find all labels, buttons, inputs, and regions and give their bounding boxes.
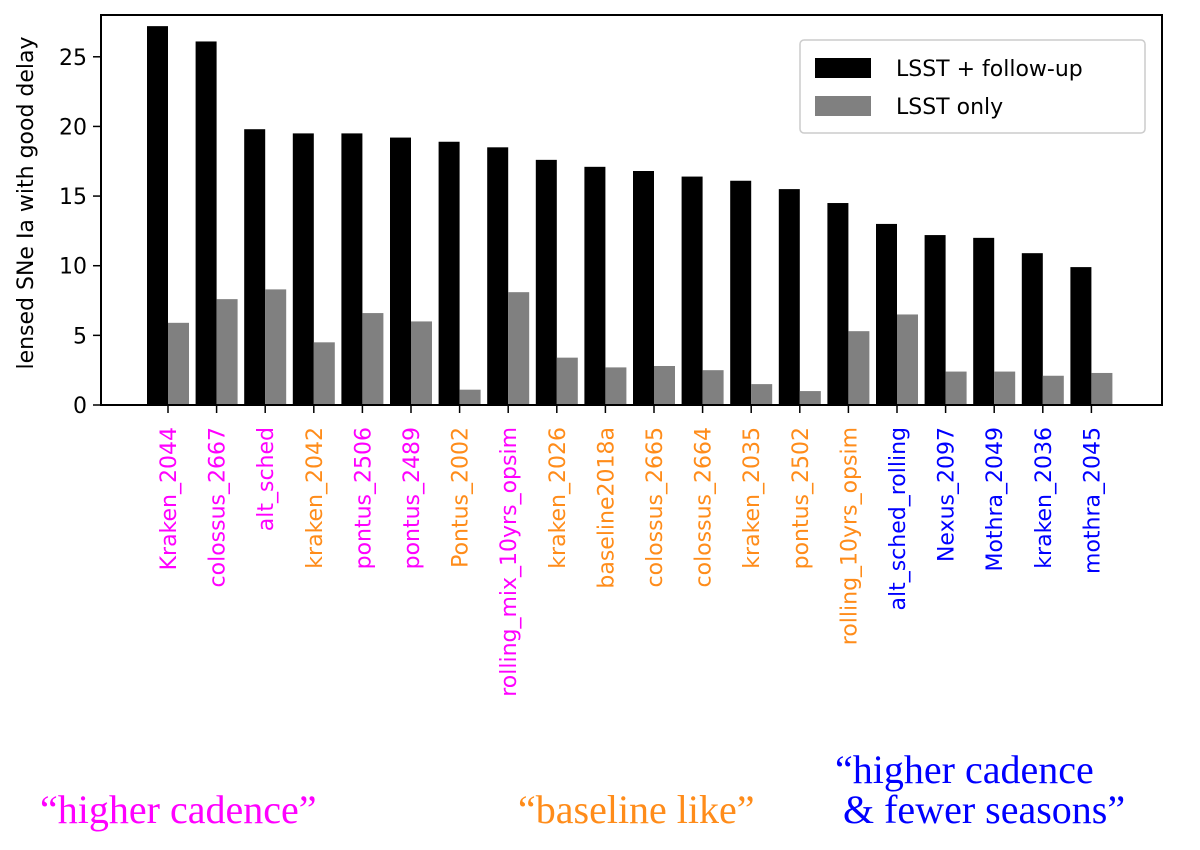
axes-frame [100,14,1163,406]
x-tick-label-pontus_2489: pontus_2489 [400,427,425,569]
bar-lsst-follow-up-alt_sched_rolling [876,223,897,405]
x-tick-label-baseline2018a: baseline2018a [594,427,619,589]
bar-lsst-only-alt_sched_rolling [897,314,918,405]
bar-lsst-only-Pontus_2002 [459,389,481,405]
x-tick-label-kraken_2036: kraken_2036 [1032,427,1057,569]
x-tick-label-rolling_mix_10yrs_opsim: rolling_mix_10yrs_opsim [497,427,522,697]
x-tick-label-colossus_2664: colossus_2664 [692,427,717,587]
bar-lsst-only-rolling_10yrs_opsim [848,331,870,405]
bar-lsst-follow-up-Nexus_2097 [924,235,946,405]
x-tick-label-kraken_2042: kraken_2042 [303,427,328,569]
bar-lsst-only-colossus_2665 [654,366,675,405]
x-tick-label-mothra_2045: mothra_2045 [1080,427,1105,574]
bar-lsst-only-pontus_2489 [411,321,432,405]
bar-lsst-only-Kraken_2044 [168,322,189,405]
y-tick-label-10: 10 [59,255,87,280]
bar-lsst-follow-up-kraken_2042 [292,133,314,405]
group-label-higher-cadence-fewer-seasons-line1: “higher cadence [835,747,1094,792]
group-label-higher-cadence: “higher cadence” [40,787,317,832]
bar-lsst-follow-up-mothra_2045 [1070,267,1092,405]
y-tick-label-0: 0 [73,394,87,419]
bar-lsst-follow-up-pontus_2506 [341,133,363,405]
y-axis: 0 5 10 15 20 25 [59,46,101,419]
x-tick-label-alt_sched: alt_sched [254,427,279,531]
bar-lsst-only-colossus_2667 [216,299,238,405]
bar-lsst-follow-up-baseline2018a [584,166,606,405]
bar-lsst-follow-up-kraken_2036 [1021,253,1043,405]
bar-lsst-follow-up-kraken_2035 [730,180,752,405]
bar-lsst-follow-up-Kraken_2044 [147,26,168,406]
legend-swatch-lsst-only [815,96,871,116]
x-tick-label-pontus_2506: pontus_2506 [351,427,376,569]
bar-lsst-follow-up-pontus_2489 [390,137,411,406]
bar-lsst-only-kraken_2035 [751,384,773,405]
x-tick-label-Nexus_2097: Nexus_2097 [935,427,960,562]
bar-lsst-only-pontus_2502 [799,391,821,405]
x-tick-label-pontus_2502: pontus_2502 [789,427,814,569]
x-axis: Kraken_2044 colossus_2667 alt_sched kraken_… [157,405,1105,697]
bar-lsst-only-rolling_mix_10yrs_opsim [508,292,530,405]
x-tick-label-kraken_2035: kraken_2035 [740,427,765,569]
legend-label-lsst-only: LSST only [896,95,1003,120]
bar-lsst-follow-up-rolling_mix_10yrs_opsim [487,147,509,406]
bar-lsst-only-Mothra_2049 [994,371,1016,405]
x-tick-label-colossus_2665: colossus_2665 [643,427,668,587]
legend-swatch-lsst-follow-up [815,58,871,78]
x-tick-label-alt_sched_rolling: alt_sched_rolling [886,427,911,611]
bar-lsst-follow-up-colossus_2664 [681,176,703,405]
x-tick-label-colossus_2667: colossus_2667 [206,427,231,587]
x-tick-label-Mothra_2049: Mothra_2049 [983,427,1008,572]
legend: LSST + follow-up LSST only [799,39,1146,134]
legend-label-lsst-follow-up: LSST + follow-up [896,57,1083,82]
bar-lsst-follow-up-colossus_2667 [195,41,217,405]
bar-lsst-only-baseline2018a [605,367,627,405]
bar-lsst-only-kraken_2042 [313,342,335,405]
y-tick-label-5: 5 [73,324,87,349]
y-tick-label-25: 25 [59,46,87,71]
group-label-higher-cadence-fewer-seasons-line2: & fewer seasons” [843,787,1126,832]
bar-lsst-only-kraken_2026 [556,357,578,405]
bar-lsst-follow-up-kraken_2026 [535,159,557,405]
legend-frame [799,39,1146,134]
bar-lsst-follow-up-Pontus_2002 [438,141,460,405]
bar-lsst-follow-up-Mothra_2049 [973,237,995,405]
x-tick-label-kraken_2026: kraken_2026 [546,427,571,569]
y-tick-label-15: 15 [59,185,87,210]
bar-lsst-only-Nexus_2097 [945,371,967,405]
bar-lsst-follow-up-alt_sched [244,129,266,405]
x-tick-label-rolling_10yrs_opsim: rolling_10yrs_opsim [837,427,862,645]
x-tick-label-Kraken_2044: Kraken_2044 [157,427,182,570]
y-axis-label: lensed SNe Ia with good delay [14,36,39,369]
bar-lsst-only-pontus_2506 [362,313,384,405]
bar-lsst-only-alt_sched [265,289,287,405]
bars-layer [147,26,1113,406]
bar-lsst-only-mothra_2045 [1091,372,1113,405]
group-label-baseline-like: “baseline like” [518,787,755,832]
y-tick-label-20: 20 [59,115,87,140]
bar-lsst-follow-up-pontus_2502 [778,189,800,405]
bar-lsst-follow-up-colossus_2665 [633,171,654,405]
bar-lsst-only-colossus_2664 [702,370,724,405]
bar-lsst-follow-up-rolling_10yrs_opsim [827,203,849,405]
bar-lsst-only-kraken_2036 [1042,375,1064,405]
x-tick-label-Pontus_2002: Pontus_2002 [449,427,474,568]
